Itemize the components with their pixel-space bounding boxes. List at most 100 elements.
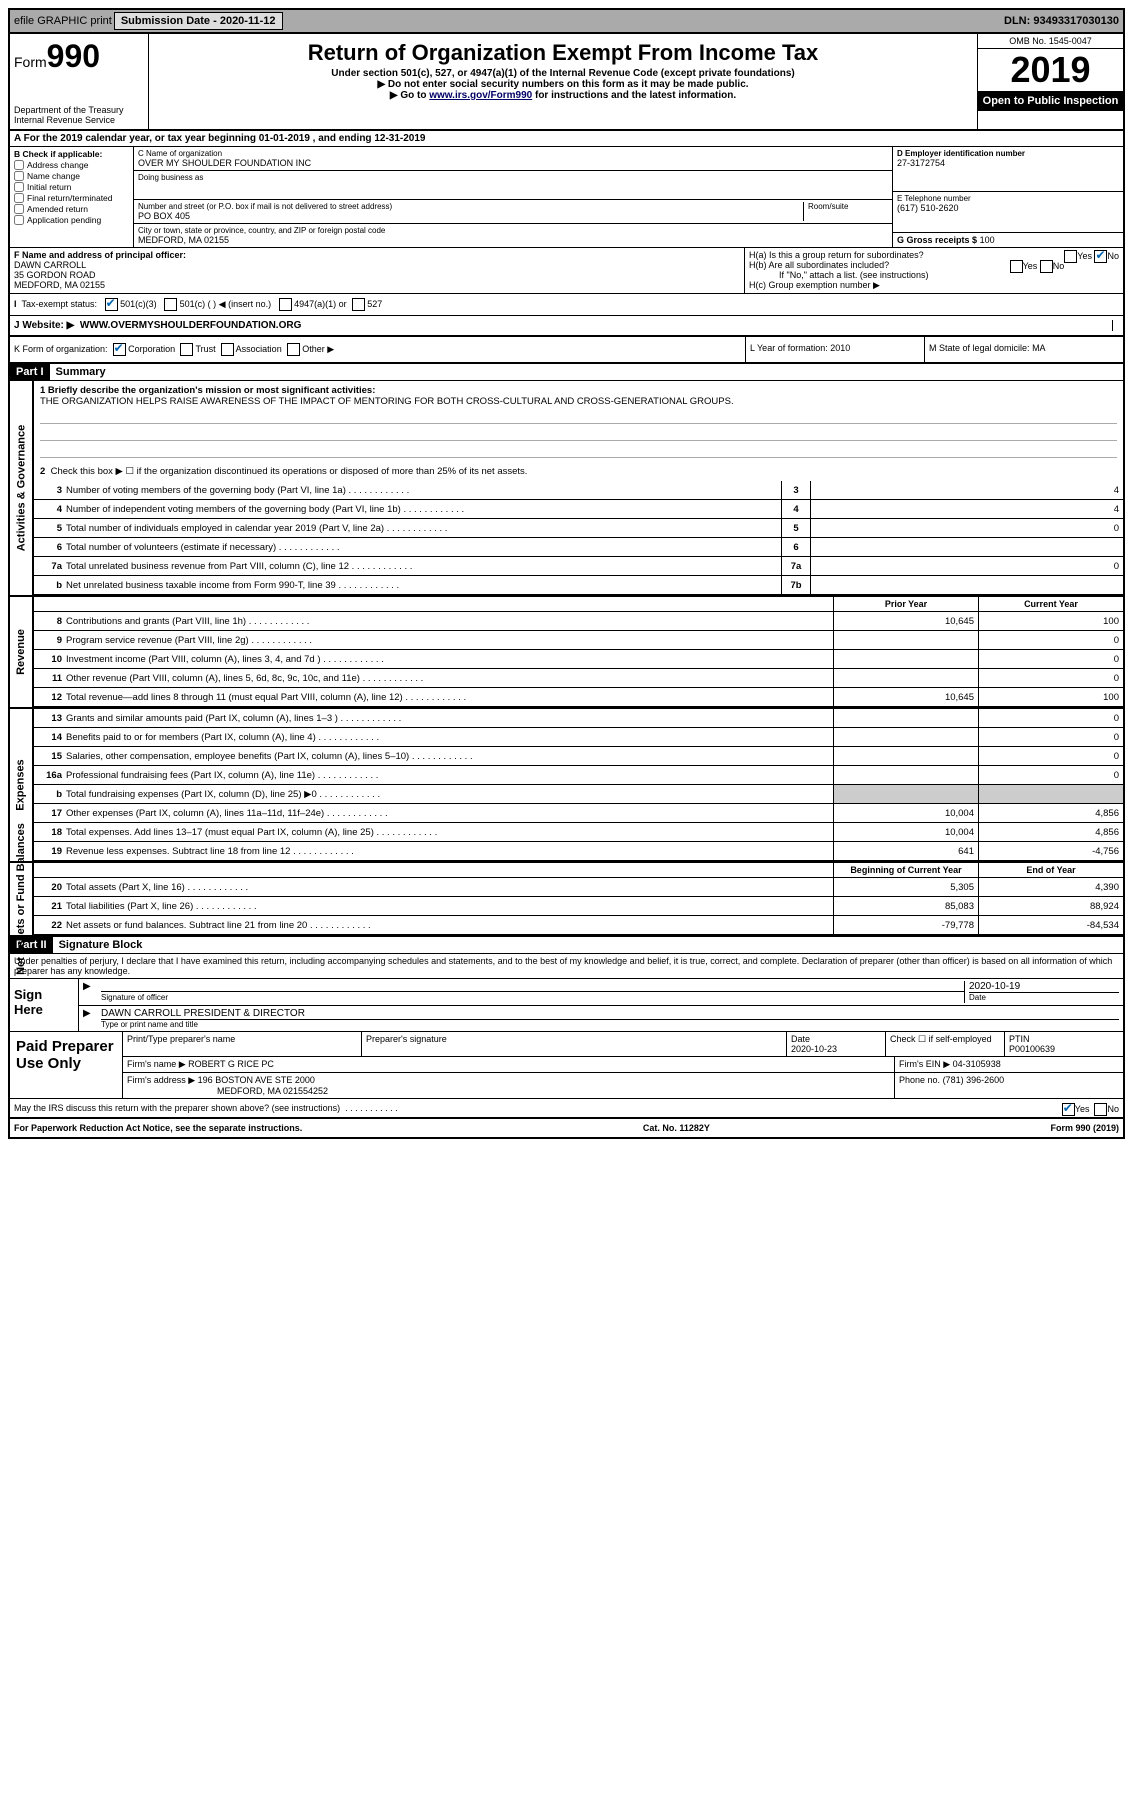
- chk-4947[interactable]: [279, 298, 292, 311]
- opt-trust: Trust: [195, 344, 215, 354]
- chk-501c3[interactable]: [105, 298, 118, 311]
- m-lbl: M State of legal domicile:: [929, 343, 1030, 353]
- ha-lbl: H(a) Is this a group return for subordin…: [749, 250, 924, 260]
- tax-status-row: I Tax-exempt status: 501(c)(3) 501(c) ( …: [10, 294, 1123, 316]
- row-fh: F Name and address of principal officer:…: [10, 248, 1123, 294]
- chk-address-change[interactable]: Address change: [14, 160, 129, 170]
- line-15: 15Salaries, other compensation, employee…: [34, 747, 1123, 766]
- chk-name-change[interactable]: Name change: [14, 171, 129, 181]
- org-name-field: C Name of organization OVER MY SHOULDER …: [134, 147, 892, 171]
- firm-addr-lbl: Firm's address ▶: [127, 1075, 195, 1085]
- omb-number: OMB No. 1545-0047: [978, 34, 1123, 49]
- col-h: H(a) Is this a group return for subordin…: [744, 248, 1123, 293]
- firm-lbl: Firm's name ▶: [127, 1059, 186, 1069]
- line-10: 10Investment income (Part VIII, column (…: [34, 650, 1123, 669]
- line-20: 20Total assets (Part X, line 16) 5,305 4…: [34, 878, 1123, 897]
- k-org-form: K Form of organization: Corporation Trus…: [10, 337, 745, 362]
- netassets-section: Net Assets or Fund Balances Beginning of…: [10, 863, 1123, 937]
- org-name-lbl: C Name of organization: [138, 149, 888, 158]
- chk-amended[interactable]: Amended return: [14, 204, 129, 214]
- firm-ein-lbl: Firm's EIN ▶: [899, 1059, 950, 1069]
- part1-badge: Part I: [10, 364, 50, 380]
- header-left: Form990 Department of the Treasury Inter…: [10, 34, 149, 129]
- beg-year-hdr: Beginning of Current Year: [833, 863, 978, 877]
- discuss-txt: May the IRS discuss this return with the…: [14, 1103, 340, 1113]
- addr-field: Number and street (or P.O. box if mail i…: [134, 200, 892, 224]
- discuss-no[interactable]: [1094, 1103, 1107, 1116]
- ptin-val: P00100639: [1009, 1044, 1055, 1054]
- form-header: Form990 Department of the Treasury Inter…: [10, 34, 1123, 131]
- prep-h3: Date: [791, 1034, 810, 1044]
- ein-field: D Employer identification number 27-3172…: [893, 147, 1123, 192]
- l-val: 2010: [830, 343, 850, 353]
- website-val: WWW.OVERMYSHOULDERFOUNDATION.ORG: [80, 320, 301, 331]
- sig-officer-row: ▶ Signature of officer 2020-10-19Date: [79, 979, 1123, 1006]
- m-val: MA: [1032, 343, 1046, 353]
- officer-addr2: MEDFORD, MA 02155: [14, 280, 740, 290]
- prep-h1: Print/Type preparer's name: [127, 1034, 235, 1044]
- declaration: Under penalties of perjury, I declare th…: [10, 954, 1123, 979]
- uline: [40, 443, 1117, 458]
- col-b-checkboxes: B Check if applicable: Address change Na…: [10, 147, 134, 247]
- footer-left: For Paperwork Reduction Act Notice, see …: [14, 1123, 302, 1133]
- line-b: bTotal fundraising expenses (Part IX, co…: [34, 785, 1123, 804]
- opt-assoc: Association: [236, 344, 282, 354]
- chk-initial-return[interactable]: Initial return: [14, 182, 129, 192]
- form-no: 990: [47, 38, 100, 74]
- efile-label: efile GRAPHIC print: [14, 15, 112, 27]
- chk-501c[interactable]: [164, 298, 177, 311]
- chk-final-return[interactable]: Final return/terminated: [14, 193, 129, 203]
- goto-pre: ▶ Go to: [390, 90, 429, 101]
- footer-mid: Cat. No. 11282Y: [302, 1123, 1050, 1133]
- line-4: 4Number of independent voting members of…: [34, 500, 1123, 519]
- org-name: OVER MY SHOULDER FOUNDATION INC: [138, 158, 888, 168]
- submission-date-btn[interactable]: Submission Date - 2020-11-12: [114, 12, 283, 30]
- uline: [40, 409, 1117, 424]
- chk-corp[interactable]: [113, 343, 126, 356]
- chk-other[interactable]: [287, 343, 300, 356]
- chk-assoc[interactable]: [221, 343, 234, 356]
- block-bcde: B Check if applicable: Address change Na…: [10, 147, 1123, 248]
- ein-lbl: D Employer identification number: [897, 149, 1119, 158]
- form-prefix: Form: [14, 54, 47, 70]
- subtitle-1: Under section 501(c), 527, or 4947(a)(1)…: [153, 68, 973, 79]
- hc-group: [1112, 320, 1119, 331]
- sig-date-lbl: Date: [969, 992, 1119, 1002]
- hc-lbl: H(c) Group exemption number ▶: [749, 280, 1119, 291]
- row-klm: K Form of organization: Corporation Trus…: [10, 337, 1123, 364]
- prep-left-label: Paid Preparer Use Only: [10, 1032, 122, 1098]
- firm-phone-lbl: Phone no.: [899, 1075, 940, 1085]
- col-deg: D Employer identification number 27-3172…: [893, 147, 1123, 247]
- part2-title: Signature Block: [53, 937, 149, 953]
- hb-no[interactable]: [1040, 260, 1053, 273]
- chk-527[interactable]: [352, 298, 365, 311]
- chk-app-pending[interactable]: Application pending: [14, 215, 129, 225]
- line-14: 14Benefits paid to or for members (Part …: [34, 728, 1123, 747]
- prep-h2: Preparer's signature: [366, 1034, 447, 1044]
- sig-lbl: Signature of officer: [101, 993, 168, 1002]
- tax-year: 2019: [978, 49, 1123, 91]
- prep-date: 2020-10-23: [791, 1044, 837, 1054]
- discuss-yes[interactable]: [1062, 1103, 1075, 1116]
- header-right: OMB No. 1545-0047 2019 Open to Public In…: [977, 34, 1123, 129]
- prep-hdr-row: Print/Type preparer's name Preparer's si…: [123, 1032, 1123, 1057]
- k-lbl: K Form of organization:: [14, 344, 108, 354]
- officer-name: DAWN CARROLL: [14, 260, 740, 270]
- ein-val: 27-3172754: [897, 158, 1119, 168]
- firm-addr-row: Firm's address ▶ 196 BOSTON AVE STE 2000…: [123, 1073, 1123, 1098]
- line-19: 19Revenue less expenses. Subtract line 1…: [34, 842, 1123, 861]
- firm-addr2: MEDFORD, MA 021554252: [217, 1086, 328, 1096]
- prep-h4: Check ☐ if self-employed: [890, 1034, 992, 1044]
- ha-yes[interactable]: [1064, 250, 1077, 263]
- net-side-label: Net Assets or Fund Balances: [10, 863, 34, 935]
- firm-name: ROBERT G RICE PC: [188, 1059, 274, 1069]
- ha-no[interactable]: [1094, 250, 1107, 263]
- expenses-section: Expenses 13Grants and similar amounts pa…: [10, 709, 1123, 863]
- sig-name-row: ▶ DAWN CARROLL PRESIDENT & DIRECTORType …: [79, 1006, 1123, 1031]
- hb-yes[interactable]: [1010, 260, 1023, 273]
- signer-name-lbl: Type or print name and title: [101, 1019, 1119, 1029]
- q2-txt: Check this box ▶ ☐ if the organization d…: [51, 466, 528, 477]
- part1-header-row: Part I Summary: [10, 364, 1123, 381]
- irs-link[interactable]: www.irs.gov/Form990: [429, 90, 532, 101]
- chk-trust[interactable]: [180, 343, 193, 356]
